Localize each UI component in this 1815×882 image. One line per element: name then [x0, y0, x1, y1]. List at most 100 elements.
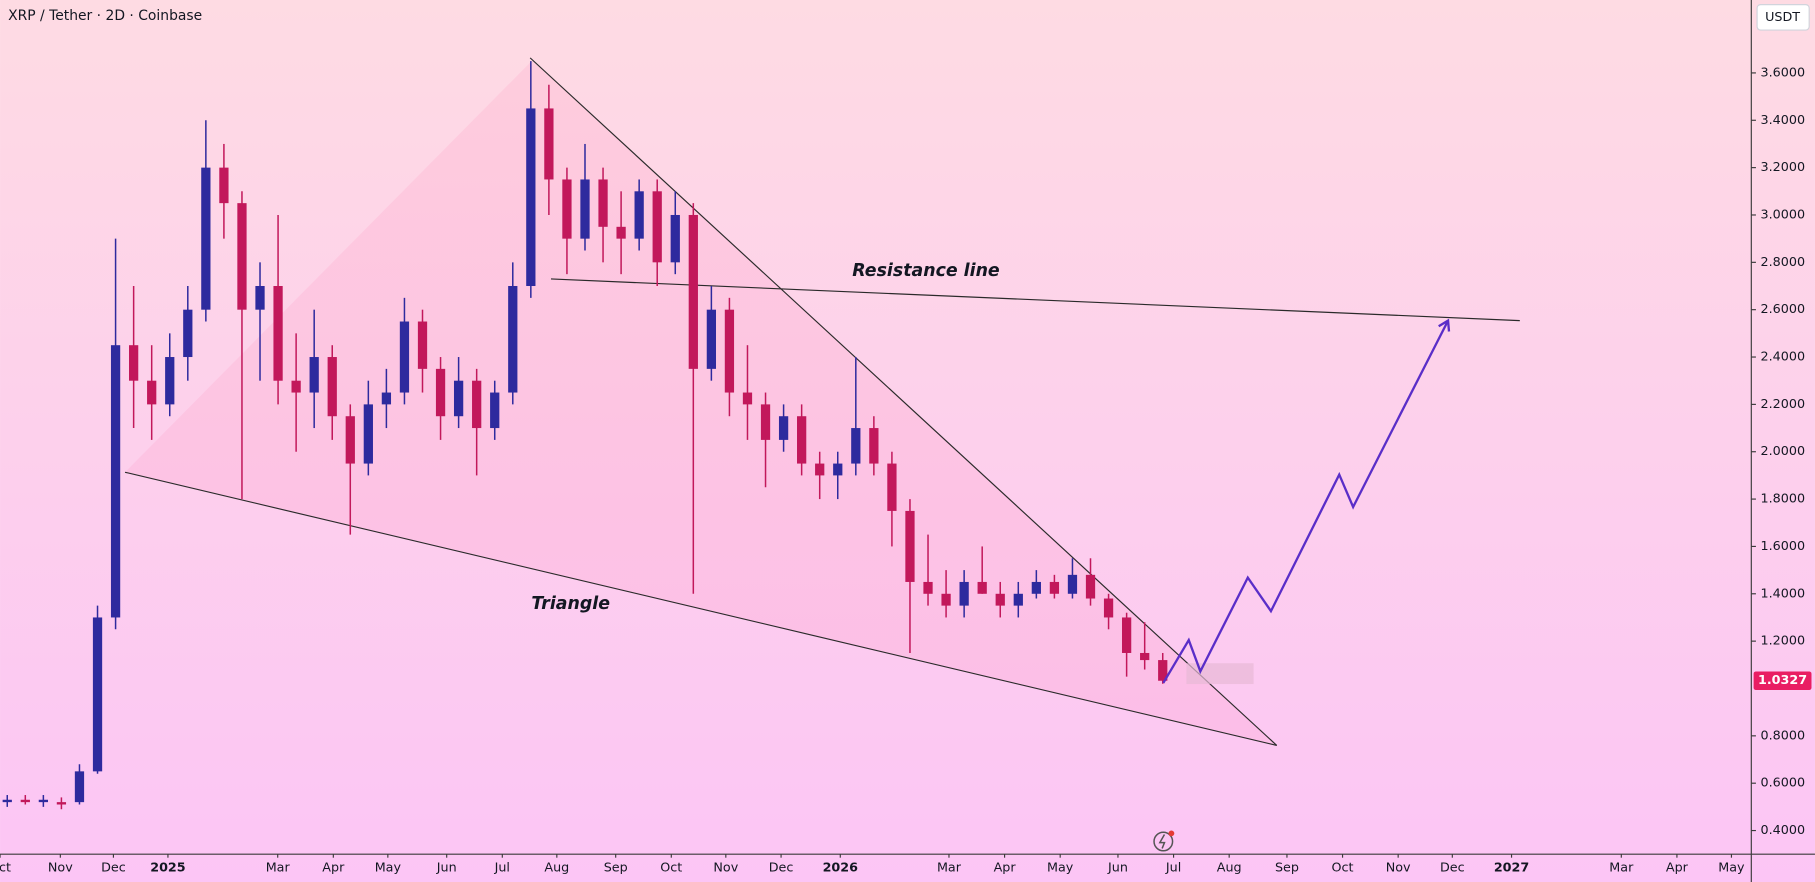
- y-tick-label: 3.0000: [1761, 207, 1806, 222]
- candle-body: [453, 380, 464, 417]
- candle-body: [327, 357, 337, 417]
- candle-body: [1085, 574, 1096, 599]
- x-tick-label: Nov: [48, 861, 73, 876]
- candle-body: [201, 167, 211, 310]
- candle-body: [74, 771, 85, 803]
- y-tick-label: 3.6000: [1761, 65, 1806, 80]
- x-tick-label: Sep: [1275, 861, 1299, 876]
- projection-path: [1162, 318, 1451, 684]
- candle-body: [977, 581, 987, 594]
- y-tick-label: 1.2000: [1761, 634, 1806, 649]
- candle-body: [490, 392, 500, 429]
- candle-body: [652, 191, 662, 263]
- candle-body: [56, 802, 67, 805]
- y-tick-label: 1.8000: [1761, 492, 1806, 507]
- axes: 0.4000 0.6000 0.8000 1.2000 1.4000 1.6000 1.80…: [0, 65, 1812, 876]
- candle-body: [1103, 598, 1114, 618]
- y-tick-label: 2.4000: [1761, 350, 1806, 365]
- triangle-lower-line: [124, 471, 1277, 746]
- candles: [2, 61, 1168, 810]
- triangle-upper-line: [529, 57, 1278, 746]
- candle-body: [724, 309, 735, 393]
- candle-body: [562, 179, 572, 239]
- candle-body: [237, 203, 247, 310]
- candle-body: [110, 345, 121, 618]
- candle-body: [959, 581, 969, 606]
- candle-body: [1031, 581, 1041, 594]
- x-tick-label: Jun: [436, 861, 457, 876]
- candle-body: [309, 357, 319, 393]
- x-tick-label: Aug: [544, 861, 569, 876]
- candle-body: [616, 226, 626, 239]
- y-tick-label: 0.8000: [1761, 728, 1806, 743]
- x-tick-label: Dec: [101, 861, 126, 876]
- candle-body: [670, 214, 680, 263]
- candle-body: [598, 179, 608, 227]
- last-price-label: 1.0327: [1758, 673, 1807, 688]
- candle-body: [92, 617, 103, 772]
- candle-body: [544, 108, 554, 180]
- x-tick-label: Dec: [769, 861, 794, 876]
- candle-body: [995, 593, 1005, 606]
- candle-body: [399, 321, 410, 393]
- x-tick-label: Apr: [994, 861, 1017, 876]
- candle-body: [2, 799, 12, 803]
- candle-body: [508, 286, 518, 393]
- candle-body: [147, 380, 157, 405]
- candle-body: [760, 404, 771, 440]
- x-tick-label: Apr: [322, 861, 345, 876]
- resistance-label: Resistance line: [852, 261, 1000, 281]
- candle-body: [923, 581, 933, 594]
- x-tick-label: Mar: [1609, 861, 1634, 876]
- candle-body: [435, 368, 446, 417]
- y-tick-label: 2.0000: [1761, 444, 1806, 459]
- x-tick-label: Nov: [1386, 861, 1411, 876]
- candle-body: [742, 392, 753, 405]
- x-tick-label: Apr: [1666, 861, 1689, 876]
- candle-body: [887, 463, 897, 511]
- y-tick-label: 2.8000: [1761, 255, 1806, 270]
- x-tick-label: Aug: [1217, 861, 1242, 876]
- x-tick-label: Oct: [0, 861, 11, 876]
- x-tick-label: Mar: [937, 861, 962, 876]
- candle-body: [1013, 593, 1023, 606]
- x-tick-label: Jul: [494, 861, 510, 876]
- x-tick-label: Oct: [1332, 861, 1354, 876]
- candle-body: [1049, 581, 1060, 594]
- replay-icon[interactable]: [1153, 830, 1175, 852]
- candle-body: [526, 108, 536, 287]
- candle-body: [183, 309, 193, 358]
- candle-body: [345, 416, 355, 464]
- candle-body: [255, 286, 265, 310]
- candle-body: [851, 428, 861, 464]
- x-tick-label: Oct: [660, 861, 682, 876]
- candle-body: [778, 416, 789, 440]
- candle-body: [1067, 574, 1078, 594]
- candle-body: [273, 286, 283, 381]
- x-tick-label: Jul: [1165, 861, 1181, 876]
- candle-body: [833, 463, 843, 476]
- candle-body: [219, 167, 229, 204]
- candle-body: [706, 309, 717, 369]
- currency-button[interactable]: [1756, 4, 1810, 31]
- x-tick-label: 2025: [150, 861, 185, 876]
- triangle-label: Triangle: [531, 594, 610, 614]
- candle-body: [291, 380, 301, 393]
- candle-body: [815, 463, 825, 476]
- currency-button-label[interactable]: USDT: [1765, 10, 1800, 25]
- y-tick-label: 3.4000: [1761, 113, 1806, 128]
- y-tick-label: 2.6000: [1761, 302, 1806, 317]
- candle-body: [1140, 652, 1150, 661]
- candle-body: [472, 380, 482, 429]
- target-box: [1186, 663, 1254, 685]
- y-tick-label: 1.6000: [1761, 539, 1806, 554]
- x-tick-label: Jun: [1107, 861, 1128, 876]
- x-tick-label: 2027: [1494, 861, 1529, 876]
- x-tick-label: Dec: [1440, 861, 1465, 876]
- candle-body: [580, 179, 590, 239]
- x-tick-label: 2026: [823, 861, 859, 876]
- triangle-fill: [125, 60, 1277, 746]
- x-tick-label: Nov: [713, 861, 738, 876]
